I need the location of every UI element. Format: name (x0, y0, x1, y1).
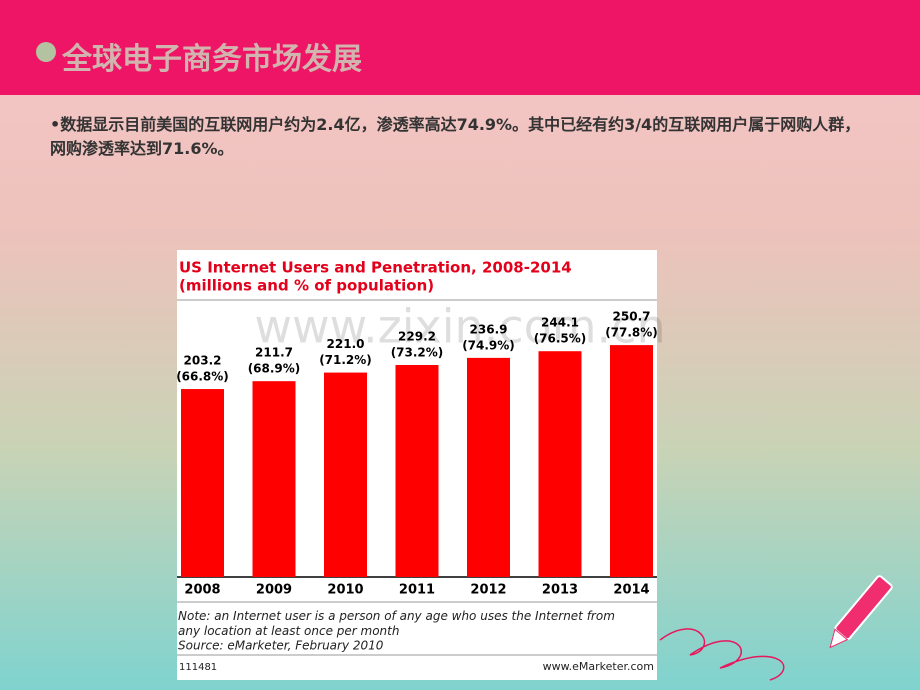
swirl (659, 628, 785, 681)
penetration-label: (76.5%) (534, 332, 587, 346)
bar (181, 389, 224, 577)
site-label: www.eMarketer.com (543, 660, 654, 673)
bullet-text: •数据显示目前美国的互联网用户约为2.4亿，渗透率高达74.9%。其中已经有约3… (50, 115, 861, 158)
penetration-label: (73.2%) (391, 345, 444, 359)
chart-title: US Internet Users and Penetration, 2008-… (179, 259, 572, 277)
penetration-label: (66.8%) (176, 370, 229, 384)
bar (395, 364, 439, 577)
bullet-dot (36, 42, 56, 62)
penetration-label: (74.9%) (462, 338, 515, 352)
x-tick-label: 2013 (542, 583, 578, 598)
value-label: 203.2 (184, 354, 222, 368)
watermark: www.zixin.com.cn (254, 300, 665, 354)
x-tick-label: 2008 (184, 583, 220, 598)
chart-id: 111481 (179, 662, 217, 673)
penetration-label: (77.8%) (605, 326, 658, 340)
penetration-label: (68.9%) (248, 362, 301, 376)
slide-title: 全球电子商务市场发展 (62, 42, 362, 77)
value-label: 211.7 (255, 346, 293, 360)
bar (467, 357, 510, 577)
pen-icon (829, 575, 893, 649)
bar (252, 381, 296, 577)
chart-source: Source: eMarketer, February 2010 (178, 639, 384, 653)
bar (324, 372, 367, 577)
penetration-label: (71.2%) (319, 353, 372, 367)
value-label: 244.1 (541, 316, 579, 330)
bar (538, 351, 582, 577)
bar (610, 345, 653, 577)
chart-note: Note: an Internet user is a person of an… (178, 609, 615, 638)
x-tick-label: 2011 (399, 583, 435, 598)
x-tick-label: 2010 (327, 583, 363, 598)
value-label: 250.7 (613, 310, 651, 324)
chart-subtitle: (millions and % of population) (179, 277, 434, 295)
x-tick-label: 2009 (256, 583, 292, 598)
x-tick-label: 2012 (470, 583, 506, 598)
x-tick-label: 2014 (613, 583, 649, 598)
value-label: 236.9 (470, 322, 508, 336)
value-label: 221.0 (327, 337, 365, 351)
value-label: 229.2 (398, 329, 436, 343)
header-bar (0, 0, 920, 95)
